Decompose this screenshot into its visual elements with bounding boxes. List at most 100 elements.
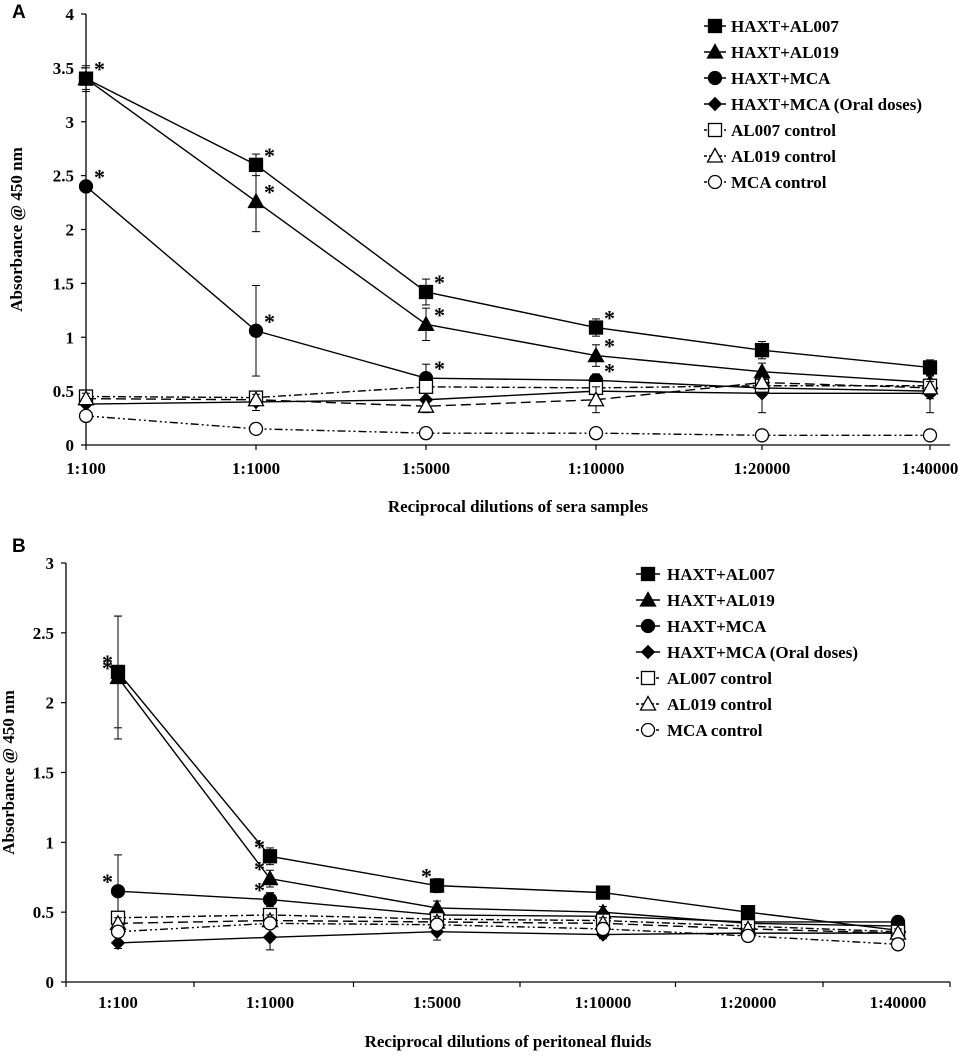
series-al007-control (78, 378, 938, 405)
data-point (261, 869, 279, 886)
y-axis-title: Absorbance @ 450 nm (0, 690, 18, 855)
significance-star: * (604, 358, 615, 383)
data-point (417, 315, 435, 331)
panel-letter: A (12, 2, 26, 23)
legend-entry: HAXT+AL019 (704, 43, 839, 62)
x-tick-label: 1:5000 (402, 459, 450, 478)
x-axis-title: Reciprocal dilutions of sera samples (388, 497, 649, 516)
data-point (110, 884, 126, 899)
significance-star: * (254, 857, 265, 882)
legend-label: HAXT+MCA (731, 69, 831, 88)
legend-marker (640, 618, 656, 634)
legend-marker (640, 566, 656, 582)
y-tick-label: 4 (66, 5, 75, 24)
data-point (417, 397, 435, 413)
data-point (418, 284, 434, 300)
legend-entry: HAXT+MCA (Oral doses) (704, 95, 922, 114)
series-haxt-al019: ** (102, 615, 907, 933)
data-point (248, 157, 264, 173)
data-point (429, 878, 445, 893)
legend-label: HAXT+MCA (Oral doses) (667, 643, 858, 662)
legend-marker (707, 174, 723, 190)
significance-star: * (94, 164, 105, 189)
significance-star: * (94, 57, 105, 82)
y-tick-label: 1.5 (33, 764, 54, 783)
data-point (922, 428, 938, 443)
data-point (418, 379, 434, 394)
series-line (85, 390, 930, 405)
legend-label: HAXT+MCA (667, 617, 767, 636)
panel-b-chart: B 0 0.5 1 1.5 2 2.5 3 1:100 1:1000 1:5000 1:10000 1:… (0, 536, 951, 1051)
series-line (85, 78, 931, 369)
legend-label: AL019 control (731, 147, 836, 166)
data-point (78, 408, 94, 424)
legend-entry: HAXT+MCA (704, 69, 831, 88)
data-point (921, 379, 939, 395)
series-line (117, 931, 898, 944)
legend-entry: MCA control (636, 721, 763, 740)
y-axis-title: Absorbance @ 450 nm (7, 147, 26, 312)
data-point (247, 192, 265, 209)
series-line (85, 381, 931, 407)
legend-marker (639, 695, 657, 711)
data-point (588, 425, 604, 441)
data-point (262, 930, 278, 945)
data-point (262, 892, 278, 907)
series-line (85, 78, 931, 384)
data-point (595, 921, 611, 937)
x-tick-label: 1:40000 (870, 993, 927, 1012)
series-haxt-al007: *** (102, 615, 906, 938)
data-point (110, 935, 126, 951)
legend-entry: MCA control (704, 173, 827, 192)
legend-label: HAXT+AL019 (731, 43, 839, 62)
legend-entry: AL007 control (704, 121, 836, 140)
legend-entry: AL019 control (636, 695, 772, 714)
legend-entry: AL019 control (704, 147, 836, 166)
data-point (109, 668, 127, 685)
x-tick-label: 1:100 (66, 459, 106, 478)
data-point (248, 421, 264, 436)
significance-star: * (264, 143, 275, 168)
data-point (77, 389, 95, 406)
series-mca-control (110, 916, 906, 952)
legend-marker (706, 43, 724, 59)
series-line (117, 671, 899, 932)
data-point (890, 937, 906, 952)
y-tick-label: 1 (66, 328, 75, 347)
legend-marker (640, 644, 656, 660)
significance-star: * (102, 869, 113, 894)
x-tick-label: 1:1000 (232, 459, 280, 478)
significance-star: * (264, 179, 275, 204)
legend-entry: AL007 control (636, 669, 772, 688)
y-tick-label: 2.5 (53, 167, 74, 186)
significance-star: * (434, 270, 445, 295)
x-tick-label: 1:20000 (720, 993, 777, 1012)
legend-label: HAXT+AL007 (731, 17, 839, 36)
legend-label: HAXT+AL019 (667, 591, 775, 610)
data-point (753, 373, 771, 390)
series-haxt-al019: *** (77, 67, 939, 390)
series-line (85, 415, 930, 437)
series-haxt-al007: * * * * (78, 57, 938, 376)
legend-entry: HAXT+AL019 (636, 591, 775, 610)
significance-star: * (254, 878, 265, 903)
series-haxt-mca: *** * (78, 164, 938, 400)
data-point (588, 320, 604, 335)
y-tick-label: 2.5 (33, 624, 54, 643)
data-point (740, 928, 756, 944)
y-tick-label: 2 (46, 694, 55, 713)
series-line (117, 914, 899, 933)
legend-marker (706, 147, 724, 163)
data-point (595, 885, 611, 900)
y-tick-label: 1.5 (53, 274, 74, 293)
data-point (247, 390, 265, 407)
series-line (117, 922, 899, 945)
data-point (754, 343, 770, 358)
x-tick-label: 1:5000 (413, 993, 461, 1012)
legend-marker (707, 70, 723, 86)
significance-star: * (604, 334, 615, 359)
y-tick-label: 0.5 (33, 903, 54, 922)
panel-a-chart: A 0 0.5 1 1.5 2 2.5 3 3.5 4 1:100 1:1000 1:5000 1:100… (7, 2, 958, 516)
y-tick-label: 0 (66, 436, 75, 455)
